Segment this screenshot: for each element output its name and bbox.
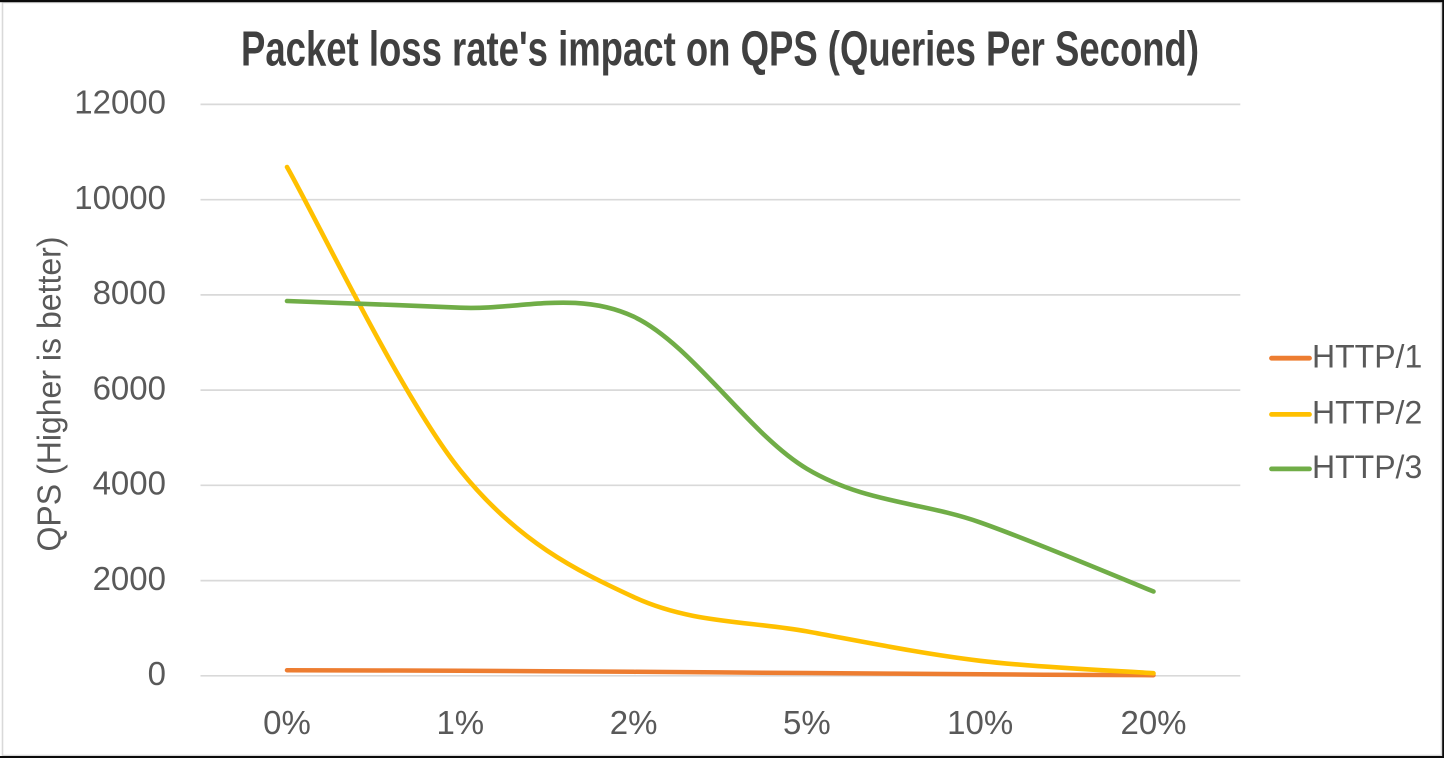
svg-text:8000: 8000 xyxy=(93,274,166,311)
svg-text:10000: 10000 xyxy=(74,179,166,216)
svg-text:QPS (Higher is better): QPS (Higher is better) xyxy=(31,237,68,552)
svg-text:6000: 6000 xyxy=(93,369,166,406)
svg-text:20%: 20% xyxy=(1120,704,1186,741)
svg-text:12000: 12000 xyxy=(74,84,166,121)
svg-text:10%: 10% xyxy=(947,704,1013,741)
svg-text:HTTP/2: HTTP/2 xyxy=(1312,395,1422,431)
svg-text:2000: 2000 xyxy=(93,560,166,597)
svg-text:0: 0 xyxy=(148,655,166,692)
svg-text:0%: 0% xyxy=(263,704,311,741)
svg-text:HTTP/1: HTTP/1 xyxy=(1312,338,1422,374)
svg-text:4000: 4000 xyxy=(93,465,166,502)
svg-text:Packet loss rate's impact on Q: Packet loss rate's impact on QPS (Querie… xyxy=(241,22,1199,76)
svg-text:HTTP/3: HTTP/3 xyxy=(1312,449,1422,485)
svg-text:2%: 2% xyxy=(610,704,658,741)
svg-text:5%: 5% xyxy=(783,704,831,741)
svg-text:1%: 1% xyxy=(436,704,484,741)
